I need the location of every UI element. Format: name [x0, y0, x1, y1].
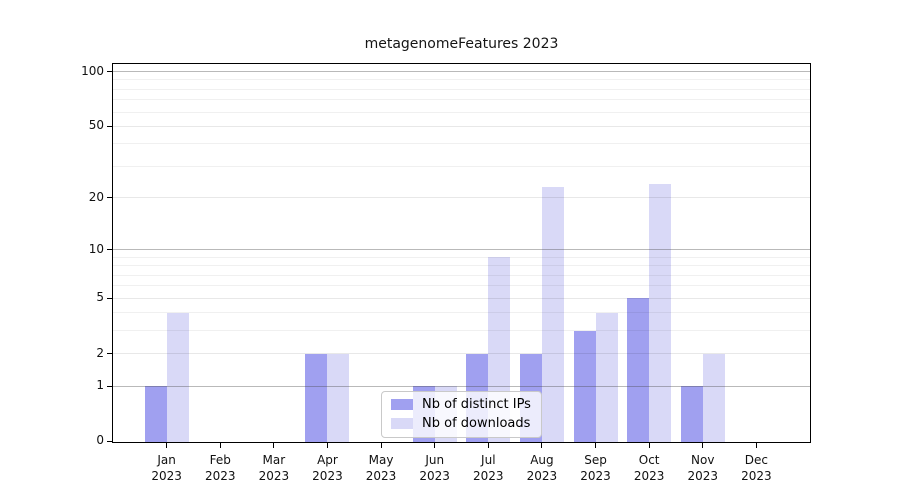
x-axis-labels: Jan 2023 Feb 2023 Mar 2023 Apr 2023 May 2023 Jun 20… — [113, 452, 810, 492]
chart-title: metagenomeFeatures 2023 — [364, 36, 559, 52]
x-label-jul: Jul 2023 — [473, 453, 504, 483]
y-tick-label-10: 10 — [88, 241, 104, 256]
y-tick-5 — [107, 297, 112, 299]
gridline-10 — [113, 249, 810, 251]
bar-downloads-aug — [541, 186, 564, 442]
legend-item-downloads: Nb of downloads — [391, 416, 531, 431]
bar-downloads-sep — [595, 312, 618, 442]
minor-gridline-70 — [113, 99, 810, 101]
y-tick-label-50: 50 — [88, 118, 104, 133]
x-label-jan: Jan 2023 — [151, 453, 182, 483]
gridline-1 — [113, 385, 810, 387]
x-label-sep: Sep 2023 — [580, 453, 611, 483]
legend-label-downloads: Nb of downloads — [422, 416, 531, 431]
x-label-jun: Jun 2023 — [419, 453, 450, 483]
x-label-mar: Mar 2023 — [258, 453, 290, 483]
gridline-100 — [113, 71, 810, 73]
y-tick-20 — [107, 197, 112, 199]
x-label-aug: Aug 2023 — [526, 453, 558, 483]
x-tick-jun — [434, 443, 436, 448]
bar-distinct-ips-jan — [144, 386, 167, 442]
x-label-apr: Apr 2023 — [312, 453, 343, 483]
y-axis-labels: 0 1 2 5 10 20 50 100 — [0, 63, 104, 447]
y-tick-0 — [107, 440, 112, 442]
x-tick-may — [380, 443, 382, 448]
x-label-nov: Nov 2023 — [687, 453, 719, 483]
x-tick-aug — [541, 443, 543, 448]
x-tick-dec — [755, 443, 757, 448]
legend-swatch-downloads — [391, 418, 413, 429]
minor-gridline-9 — [113, 256, 810, 258]
minor-gridline-60 — [113, 111, 810, 113]
x-tick-jan — [166, 443, 168, 448]
x-tick-jul — [487, 443, 489, 448]
gridline-5 — [113, 297, 810, 299]
x-label-may: May 2023 — [365, 453, 397, 483]
x-tick-oct — [648, 443, 650, 448]
y-tick-label-100: 100 — [81, 63, 104, 78]
legend: Nb of distinct IPs Nb of downloads — [381, 391, 542, 438]
y-tick-label-5: 5 — [96, 290, 104, 305]
bar-distinct-ips-nov — [680, 386, 703, 442]
bar-distinct-ips-sep — [573, 330, 596, 442]
minor-gridline-7 — [113, 274, 810, 276]
y-tick-2 — [107, 353, 112, 355]
y-tick-10 — [107, 249, 112, 251]
gridline-2 — [113, 353, 810, 355]
x-tick-feb — [219, 443, 221, 448]
gridline-50 — [113, 125, 810, 127]
bar-distinct-ips-oct — [627, 298, 650, 442]
minor-gridline-80 — [113, 88, 810, 90]
y-tick-label-2: 2 — [96, 345, 104, 360]
x-label-feb: Feb 2023 — [204, 453, 236, 483]
bar-distinct-ips-apr — [305, 353, 328, 442]
gridline-20 — [113, 197, 810, 199]
minor-gridline-90 — [113, 79, 810, 81]
legend-item-distinct-ips: Nb of distinct IPs — [391, 397, 531, 412]
minor-gridline-6 — [113, 285, 810, 287]
y-tick-label-1: 1 — [96, 378, 104, 393]
y-tick-50 — [107, 125, 112, 127]
y-tick-label-20: 20 — [88, 189, 104, 204]
minor-gridline-40 — [113, 143, 810, 145]
x-label-oct: Oct 2023 — [633, 453, 665, 483]
plot-area — [107, 63, 811, 448]
x-tick-nov — [702, 443, 704, 448]
x-tick-apr — [326, 443, 328, 448]
bar-downloads-nov — [702, 353, 725, 442]
y-tick-1 — [107, 385, 112, 387]
minor-gridline-4 — [113, 312, 810, 314]
bar-downloads-oct — [649, 183, 672, 442]
legend-label-distinct-ips: Nb of distinct IPs — [422, 397, 531, 412]
y-tick-100 — [107, 71, 112, 73]
x-tick-sep — [595, 443, 597, 448]
minor-gridline-8 — [113, 265, 810, 267]
x-tick-mar — [273, 443, 275, 448]
legend-swatch-distinct-ips — [391, 399, 413, 410]
y-tick-label-0: 0 — [96, 433, 104, 447]
bar-downloads-apr — [327, 353, 350, 442]
minor-gridline-3 — [113, 330, 810, 332]
x-label-dec: Dec 2023 — [741, 453, 772, 483]
minor-gridline-30 — [113, 165, 810, 167]
bar-downloads-jan — [166, 312, 189, 442]
